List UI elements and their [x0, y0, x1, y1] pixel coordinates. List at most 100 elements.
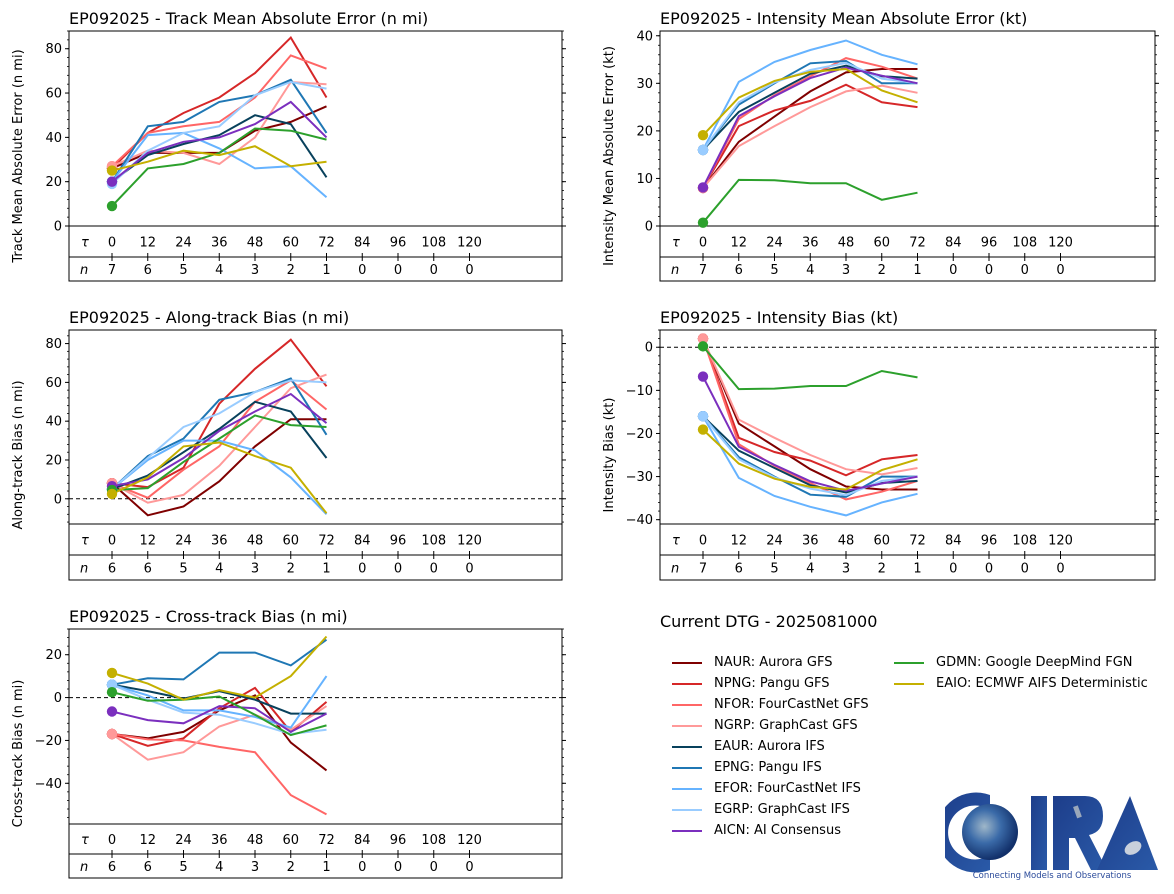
- sample-count-label: 0: [394, 562, 402, 577]
- chart-panel-intensity: EP092025 - Intensity Mean Absolute Error…: [602, 9, 1159, 282]
- chart-panel-track: EP092025 - Track Mean Absolute Error (n …: [11, 9, 566, 282]
- series-marker-egrp: [697, 411, 709, 422]
- legend-title: Current DTG - 2025081000: [660, 612, 878, 631]
- sample-count-label: 4: [215, 263, 223, 278]
- y-tick-label: 0: [54, 691, 62, 706]
- sample-count-label: 2: [878, 562, 886, 577]
- tau-tick-label: 48: [247, 833, 264, 848]
- legend-line-swatch-icon: [894, 661, 924, 664]
- series-line-naur: [702, 338, 918, 491]
- tau-tick-label: 108: [421, 534, 446, 549]
- legend-column-2: GDMN: Google DeepMind FGN EAIO: ECMWF AIF…: [882, 652, 1148, 694]
- legend-label: EAUR: Aurora IFS: [714, 739, 825, 754]
- chart-panel-intbias: EP092025 - Intensity Bias (kt) Intensity …: [602, 308, 1159, 581]
- series-marker-gdmn: [106, 687, 118, 698]
- legend-label: NGRP: GraphCast GFS: [714, 718, 858, 733]
- chart-title: EP092025 - Intensity Bias (kt): [660, 308, 898, 327]
- tau-row-label: τ: [81, 534, 89, 549]
- legend-item-gdmn: GDMN: Google DeepMind FGN: [882, 652, 1148, 673]
- tau-tick-label: 96: [981, 534, 998, 549]
- series-line-npng: [702, 83, 918, 189]
- n-row-label: n: [671, 562, 679, 577]
- tau-tick-label: 36: [802, 534, 819, 549]
- series-line-nfor: [111, 733, 327, 816]
- sample-count-label: 0: [358, 562, 366, 577]
- tau-row-label: τ: [672, 534, 680, 549]
- plot-frame: [68, 628, 563, 879]
- tau-tick-label: 48: [838, 534, 855, 549]
- sample-count-label: 7: [699, 562, 707, 577]
- sample-count-label: 0: [985, 263, 993, 278]
- tau-tick-label: 96: [390, 833, 407, 848]
- tau-tick-label: 120: [457, 236, 482, 251]
- y-tick-label: 80: [45, 42, 62, 57]
- legend-line-swatch-icon: [672, 661, 702, 664]
- sample-count-label: 0: [465, 263, 473, 278]
- series-line-eaio: [111, 441, 328, 514]
- legend-label: EFOR: FourCastNet IFS: [714, 781, 861, 796]
- tau-tick-label: 108: [1012, 534, 1037, 549]
- sample-count-label: 4: [806, 263, 814, 278]
- sample-count-label: 5: [179, 263, 187, 278]
- chart-title: EP092025 - Track Mean Absolute Error (n …: [69, 9, 428, 28]
- tau-tick-label: 24: [766, 534, 783, 549]
- tau-tick-label: 36: [211, 833, 228, 848]
- sample-count-label: 0: [949, 263, 957, 278]
- y-tick-label: −40: [35, 777, 62, 792]
- cira-logo: Connecting Models and Observations: [945, 792, 1158, 880]
- tau-tick-label: 36: [802, 236, 819, 251]
- series-marker-gdmn: [697, 341, 709, 352]
- series-marker-eaio: [106, 488, 118, 500]
- tau-tick-label: 96: [390, 534, 407, 549]
- y-tick-label: −30: [626, 470, 653, 485]
- sample-count-label: 0: [1021, 562, 1029, 577]
- chart-title: EP092025 - Cross-track Bias (n mi): [69, 607, 348, 626]
- sample-count-label: 4: [215, 562, 223, 577]
- legend-label: EAIO: ECMWF AIFS Deterministic: [936, 676, 1148, 691]
- series-marker-aicn: [106, 706, 118, 717]
- tau-tick-label: 12: [730, 534, 747, 549]
- series-line-eaio: [111, 635, 328, 701]
- tau-tick-label: 120: [457, 833, 482, 848]
- y-axis-label: Along-track Bias (n mi): [11, 380, 26, 529]
- tau-tick-label: 36: [211, 534, 228, 549]
- tau-tick-label: 24: [766, 236, 783, 251]
- series-marker-egrp: [106, 679, 118, 690]
- series-line-egrp: [111, 379, 327, 490]
- legend-item-aicn: AICN: AI Consensus: [660, 820, 869, 841]
- sample-count-label: 0: [985, 562, 993, 577]
- y-axis-label: Track Mean Absolute Error (n mi): [11, 49, 26, 263]
- chart-panel-cross: EP092025 - Cross-track Bias (n mi) Cross-…: [11, 607, 566, 879]
- tau-tick-label: 36: [211, 236, 228, 251]
- legend-item-efor: EFOR: FourCastNet IFS: [660, 778, 869, 799]
- tau-tick-label: 120: [457, 534, 482, 549]
- tau-tick-label: 12: [139, 534, 156, 549]
- sample-count-label: 6: [735, 562, 743, 577]
- series-line-gdmn: [111, 127, 327, 207]
- tau-row-label: τ: [81, 833, 89, 848]
- tau-row-label: τ: [672, 236, 680, 251]
- y-tick-label: 20: [636, 124, 653, 139]
- series-line-gdmn: [111, 414, 327, 492]
- y-tick-label: 40: [45, 415, 62, 430]
- legend-column-1: NAUR: Aurora GFS NPNG: Pangu GFS NFOR: Fou…: [660, 652, 869, 841]
- series-line-ngrp: [111, 705, 328, 761]
- series-line-nfor: [702, 57, 918, 189]
- series-marker-eaio: [106, 165, 118, 176]
- sample-count-label: 2: [287, 562, 295, 577]
- tau-tick-label: 60: [282, 534, 299, 549]
- y-tick-label: 20: [45, 453, 62, 468]
- sample-count-label: 0: [358, 860, 366, 875]
- sample-count-label: 0: [394, 263, 402, 278]
- tau-tick-label: 84: [354, 236, 371, 251]
- series-marker-aicn: [697, 371, 709, 382]
- sample-count-label: 0: [949, 562, 957, 577]
- n-row-label: n: [80, 562, 88, 577]
- tau-tick-label: 48: [247, 236, 264, 251]
- series-line-gdmn: [702, 178, 918, 224]
- sample-count-label: 0: [465, 562, 473, 577]
- legend-line-swatch-icon: [672, 787, 702, 790]
- series-line-eaur: [111, 400, 328, 491]
- tau-tick-label: 12: [139, 833, 156, 848]
- series-line-naur: [702, 68, 918, 189]
